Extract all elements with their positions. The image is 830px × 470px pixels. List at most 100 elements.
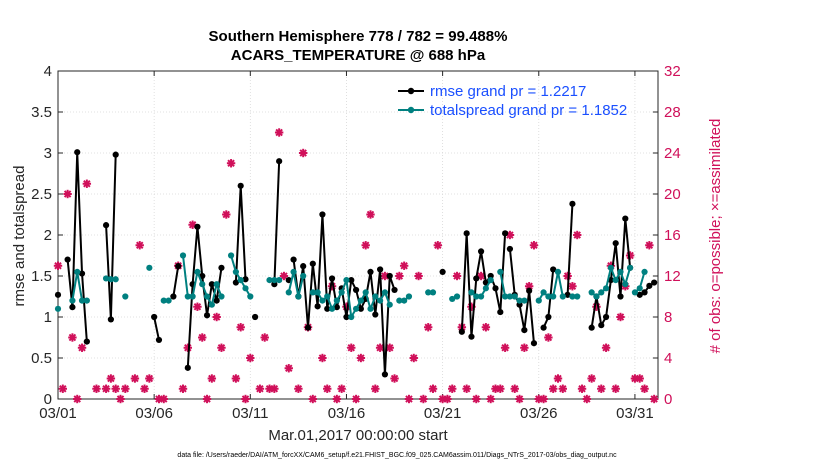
totalspread-point <box>381 289 389 296</box>
totalspread-point <box>588 289 595 296</box>
obs-assimilated-marker <box>448 384 457 393</box>
totalspread-point <box>338 289 345 296</box>
totalspread-point <box>295 293 302 300</box>
totalspread-point <box>69 297 76 304</box>
chart-title-line-2: ACARS_TEMPERATURE @ 688 hPa <box>231 47 486 64</box>
totalspread-point <box>184 293 191 300</box>
obs-assimilated-marker <box>510 384 519 393</box>
obs-assimilated-marker <box>520 343 529 352</box>
totalspread-point <box>122 293 129 300</box>
totalspread-point <box>213 281 220 288</box>
totalspread-point <box>627 264 634 271</box>
totalspread-point <box>343 277 350 284</box>
obs-assimilated-marker <box>645 241 654 250</box>
obs-assimilated-marker <box>217 343 226 352</box>
rmse-point <box>463 230 470 237</box>
rmse-point <box>112 151 119 158</box>
totalspread-point <box>189 293 196 300</box>
totalspread-point <box>405 293 413 300</box>
obs-assimilated-marker <box>246 353 255 363</box>
rmse-point <box>357 305 364 312</box>
rmse-point <box>242 276 249 283</box>
rmse-point <box>151 313 158 321</box>
y2-tick-label: 20 <box>664 186 681 203</box>
totalspread-point <box>521 297 528 304</box>
obs-assimilated-marker <box>553 374 563 383</box>
rmse-point <box>237 182 244 189</box>
obs-assimilated-marker <box>601 343 611 352</box>
obs-assimilated-marker <box>515 394 524 404</box>
totalspread-point <box>511 293 518 300</box>
obs-assimilated-marker <box>486 394 495 404</box>
totalspread-point <box>309 289 316 296</box>
totalspread-point <box>300 272 307 280</box>
rmse-line <box>292 213 396 376</box>
totalspread-point <box>429 289 437 296</box>
rmse-point <box>170 293 177 300</box>
obs-assimilated-marker <box>279 271 289 281</box>
totalspread-point <box>372 293 379 300</box>
obs-assimilated-marker <box>332 394 342 404</box>
rmse-point <box>602 313 610 321</box>
totalspread-point <box>453 293 461 300</box>
legend-spread-label: totalspread grand pr = 1.1852 <box>430 102 627 119</box>
legend: rmse grand pr = 1.2217 totalspread grand… <box>398 83 627 119</box>
totalspread-point <box>386 301 393 308</box>
totalspread-point <box>550 293 557 300</box>
totalspread-point <box>559 293 566 300</box>
obs-assimilated-marker <box>159 394 168 404</box>
totalspread-point <box>622 281 629 288</box>
obs-assimilated-marker <box>481 323 491 332</box>
y2-tick-label: 32 <box>664 63 681 80</box>
x-tick-label: 03/16 <box>328 405 366 422</box>
obs-assimilated-marker <box>573 230 582 240</box>
totalspread-point <box>328 305 336 312</box>
totalspread-point <box>598 289 605 296</box>
x-tick-label: 03/31 <box>616 405 654 422</box>
y-tick-label: 1.5 <box>31 268 52 285</box>
totalspread-point <box>477 293 485 300</box>
rmse-point <box>64 256 71 263</box>
legend-spread-marker <box>407 106 415 114</box>
totalspread-point <box>83 297 90 304</box>
obs-assimilated-marker <box>308 394 318 404</box>
obs-assimilated-marker <box>500 343 510 352</box>
totalspread-point <box>208 301 215 308</box>
rmse-line <box>566 203 574 295</box>
totalspread-point <box>352 305 360 312</box>
plot-area: 0 0.5 1 1.5 2 2.5 3 3.5 4 0 4 8 12 16 20 24 28 32 03/01 03/… <box>31 63 681 422</box>
totalspread-point <box>314 289 321 296</box>
obs-assimilated-marker <box>347 343 356 352</box>
x-tick-label: 03/21 <box>424 405 462 422</box>
totalspread-point <box>194 268 201 275</box>
obs-assimilated-marker <box>231 374 241 383</box>
y2-tick-label: 4 <box>664 350 672 367</box>
totalspread-point <box>199 281 206 288</box>
obs-assimilated-marker <box>548 384 558 393</box>
totalspread-point <box>179 252 187 259</box>
x-axis-label: Mar.01,2017 00:00:00 start <box>268 427 448 444</box>
totalspread-point <box>612 277 619 284</box>
rmse-line <box>460 232 507 338</box>
rmse-point <box>545 313 552 321</box>
rmse-point <box>54 291 62 298</box>
y2-axis-label: # of obs: o=possible; ×=assimilated <box>707 119 724 354</box>
rmse-point <box>530 340 538 347</box>
legend-rmse-label: rmse grand pr = 1.2217 <box>430 83 586 100</box>
obs-assimilated-marker <box>351 394 361 404</box>
obs-assimilated-marker <box>241 394 250 404</box>
obs-assimilated-marker <box>371 384 380 393</box>
rmse-point <box>319 211 326 218</box>
y-tick-label: 2 <box>44 227 52 244</box>
rmse-point <box>386 272 393 280</box>
rmse-point <box>439 268 446 275</box>
rmse-point <box>175 263 182 270</box>
x-tick-label: 03/06 <box>135 405 173 422</box>
rmse-point <box>636 291 643 298</box>
rmse-line <box>153 316 160 341</box>
totalspread-point <box>74 268 81 275</box>
totalspread-point <box>540 289 547 296</box>
obs-assimilated-marker <box>366 210 375 219</box>
y-tick-label: 0 <box>44 391 52 408</box>
totalspread-point <box>203 293 211 300</box>
